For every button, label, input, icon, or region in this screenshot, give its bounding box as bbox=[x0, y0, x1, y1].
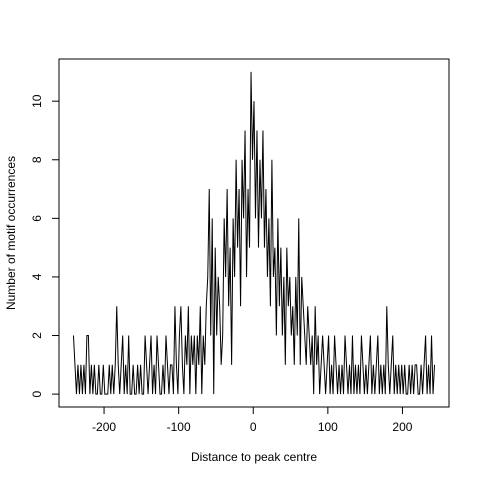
x-tick-label: -100 bbox=[167, 420, 191, 434]
y-tick-label: 4 bbox=[30, 273, 44, 280]
y-tick-label: 6 bbox=[30, 215, 44, 222]
data-line bbox=[72, 71, 436, 395]
x-axis-label: Distance to peak centre bbox=[191, 450, 317, 464]
y-tick-label: 10 bbox=[30, 94, 44, 108]
y-tick-label: 2 bbox=[30, 332, 44, 339]
x-tick-label: 100 bbox=[318, 420, 338, 434]
x-tick-label: 200 bbox=[392, 420, 412, 434]
y-axis-label: Number of motif occurrences bbox=[4, 156, 18, 310]
y-tick-label: 8 bbox=[30, 156, 44, 163]
x-tick-label: 0 bbox=[250, 420, 257, 434]
x-tick-label: -200 bbox=[92, 420, 116, 434]
y-tick-label: 0 bbox=[30, 390, 44, 397]
